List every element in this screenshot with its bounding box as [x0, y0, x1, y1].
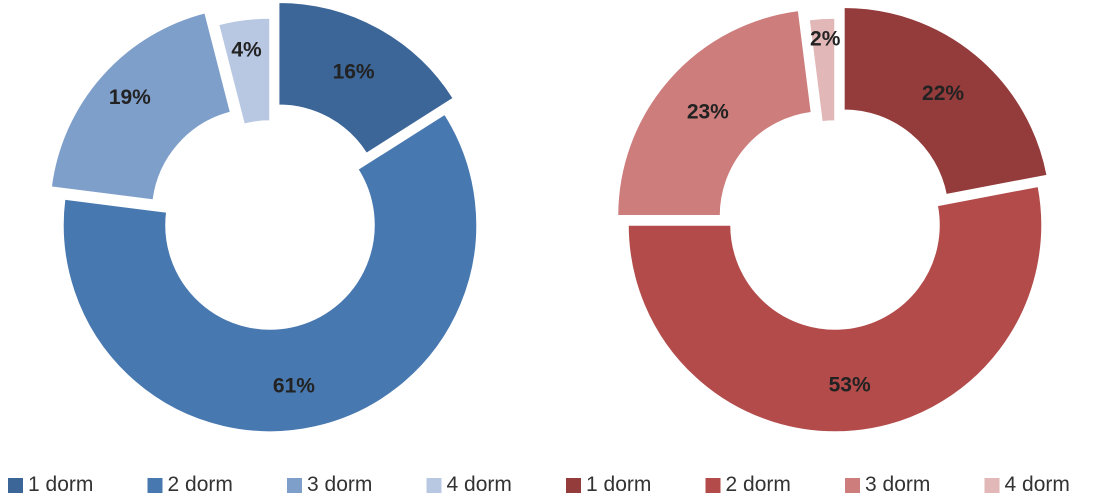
right-slice-2-dorm — [627, 185, 1043, 433]
legend-label-left-4-dorm: 4 dorm — [447, 473, 512, 496]
left-slice-3-dorm — [50, 11, 232, 201]
left-data-label-1-dorm: 16% — [333, 61, 375, 84]
legend-swatch-right-2-dorm — [705, 478, 721, 493]
legend-swatch-right-4-dorm — [984, 478, 1000, 493]
legend-swatch-right-1-dorm — [566, 478, 581, 493]
legend-swatch-left-2-dorm — [147, 478, 163, 493]
legend-label-right-3-dorm: 3 dorm — [865, 473, 930, 496]
legend-label-left-1-dorm: 1 dorm — [28, 473, 93, 496]
left-slice-2-dorm — [62, 113, 478, 433]
legend-label-right-1-dorm: 1 dorm — [586, 473, 651, 496]
left-data-label-4-dorm: 4% — [231, 38, 262, 61]
left-data-label-3-dorm: 19% — [109, 86, 151, 109]
right-slice-3-dorm — [616, 9, 813, 217]
legend-swatch-left-1-dorm — [8, 478, 23, 493]
legend-label-left-2-dorm: 2 dorm — [168, 473, 233, 496]
left-slice-1-dorm — [277, 1, 455, 155]
legend-label-right-2-dorm: 2 dorm — [726, 473, 791, 496]
right-data-label-4-dorm: 2% — [810, 27, 841, 50]
legend-swatch-right-3-dorm — [845, 478, 860, 493]
right-data-label-2-dorm: 53% — [829, 373, 871, 396]
legend-swatch-left-3-dorm — [287, 478, 302, 493]
left-data-label-2-dorm: 61% — [273, 374, 315, 397]
legend: 1 dorm 2 dorm 3 dorm 4 dorm 1 dorm 2 dorm 3 do… — [8, 473, 1070, 496]
donut-chart-left: 16% 61% 19% 4% — [50, 1, 478, 433]
left-slice-4-dorm — [217, 17, 271, 126]
legend-label-right-4-dorm: 4 dorm — [1005, 473, 1070, 496]
legend-label-left-3-dorm: 3 dorm — [307, 473, 372, 496]
right-slice-4-dorm — [808, 17, 836, 123]
legend-swatch-left-4-dorm — [426, 478, 442, 493]
right-data-label-1-dorm: 22% — [922, 82, 964, 105]
right-slice-1-dorm — [843, 6, 1049, 196]
donut-chart-right: 22% 53% 23% 2% — [616, 6, 1049, 433]
right-data-label-3-dorm: 23% — [687, 100, 729, 123]
